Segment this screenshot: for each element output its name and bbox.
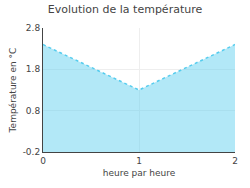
svg-text:-0.2: -0.2 bbox=[23, 147, 41, 157]
svg-text:1.8: 1.8 bbox=[26, 64, 41, 74]
svg-text:2.8: 2.8 bbox=[26, 23, 41, 33]
svg-text:1: 1 bbox=[136, 156, 142, 166]
svg-text:0: 0 bbox=[40, 156, 46, 166]
svg-text:2: 2 bbox=[232, 156, 238, 166]
svg-text:Evolution de la température: Evolution de la température bbox=[48, 3, 203, 16]
svg-text:heure par heure: heure par heure bbox=[103, 168, 176, 178]
svg-text:0.8: 0.8 bbox=[26, 106, 41, 116]
svg-text:Température en °C: Température en °C bbox=[8, 48, 18, 134]
